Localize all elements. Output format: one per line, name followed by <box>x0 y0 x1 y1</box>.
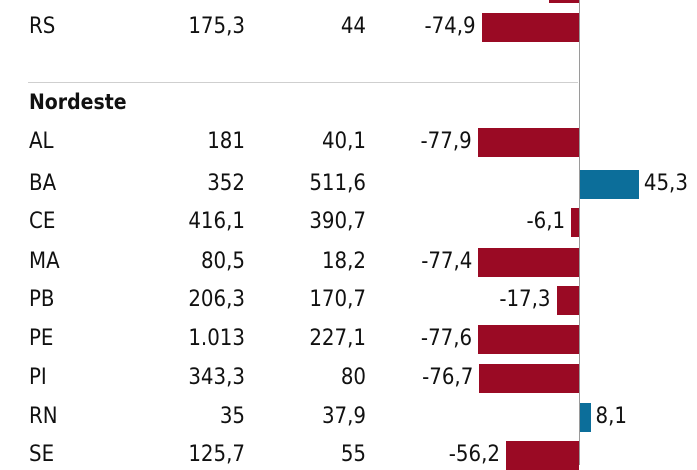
change-data-label: -6,1 <box>526 209 566 234</box>
value-1-cell: 80,5 <box>200 249 245 274</box>
value-1-cell: 125,7 <box>188 442 245 467</box>
value-1-cell: 343,3 <box>188 365 245 390</box>
change-data-label: -74,9 <box>424 14 476 39</box>
value-1-cell: 175,3 <box>188 14 245 39</box>
negative-change-bar <box>556 285 579 315</box>
change-data-label: -56,2 <box>448 442 500 467</box>
change-data-label: 8,1 <box>595 404 627 429</box>
negative-change-bar <box>479 363 579 393</box>
state-label: PI <box>29 365 47 390</box>
negative-change-bar <box>478 247 579 277</box>
value-1-cell: 352 <box>207 171 245 196</box>
value-1-cell: 1.013 <box>188 326 245 351</box>
negative-change-bar <box>571 207 579 237</box>
positive-change-bar <box>580 402 591 432</box>
value-2-cell: 40,1 <box>321 129 366 154</box>
negative-change-bar <box>505 440 579 470</box>
negative-change-bar <box>478 324 579 354</box>
clipped-bar-fragment <box>549 0 579 3</box>
state-label: SE <box>29 442 55 467</box>
value-2-cell: 227,1 <box>309 326 366 351</box>
change-data-label: -77,4 <box>421 249 473 274</box>
value-2-cell: 55 <box>340 442 366 467</box>
change-data-label: 45,3 <box>643 171 688 196</box>
value-2-cell: 37,9 <box>321 404 366 429</box>
value-2-cell: 18,2 <box>321 249 366 274</box>
state-label: AL <box>29 129 54 154</box>
state-label: CE <box>29 209 56 234</box>
value-1-cell: 35 <box>219 404 245 429</box>
negative-change-bar <box>481 12 579 42</box>
state-label: PB <box>29 287 55 312</box>
value-2-cell: 170,7 <box>309 287 366 312</box>
state-label: MA <box>29 249 60 274</box>
section-divider <box>28 82 578 83</box>
value-2-cell: 80 <box>340 365 366 390</box>
state-label: RN <box>29 404 58 429</box>
state-label: BA <box>29 171 57 196</box>
value-1-cell: 416,1 <box>188 209 245 234</box>
change-data-label: -17,3 <box>499 287 551 312</box>
change-data-label: -77,9 <box>420 129 472 154</box>
positive-change-bar <box>580 169 639 199</box>
value-1-cell: 181 <box>207 129 245 154</box>
change-data-label: -77,6 <box>420 326 473 351</box>
section-heading: Nordeste <box>29 90 127 114</box>
value-2-cell: 511,6 <box>309 171 366 196</box>
negative-change-bar <box>477 127 579 157</box>
value-1-cell: 206,3 <box>188 287 245 312</box>
zero-axis-line <box>579 0 580 465</box>
change-data-label: -76,7 <box>422 365 474 390</box>
state-label: PE <box>29 326 54 351</box>
value-2-cell: 390,7 <box>309 209 366 234</box>
value-2-cell: 44 <box>340 14 366 39</box>
state-label: RS <box>29 14 56 39</box>
